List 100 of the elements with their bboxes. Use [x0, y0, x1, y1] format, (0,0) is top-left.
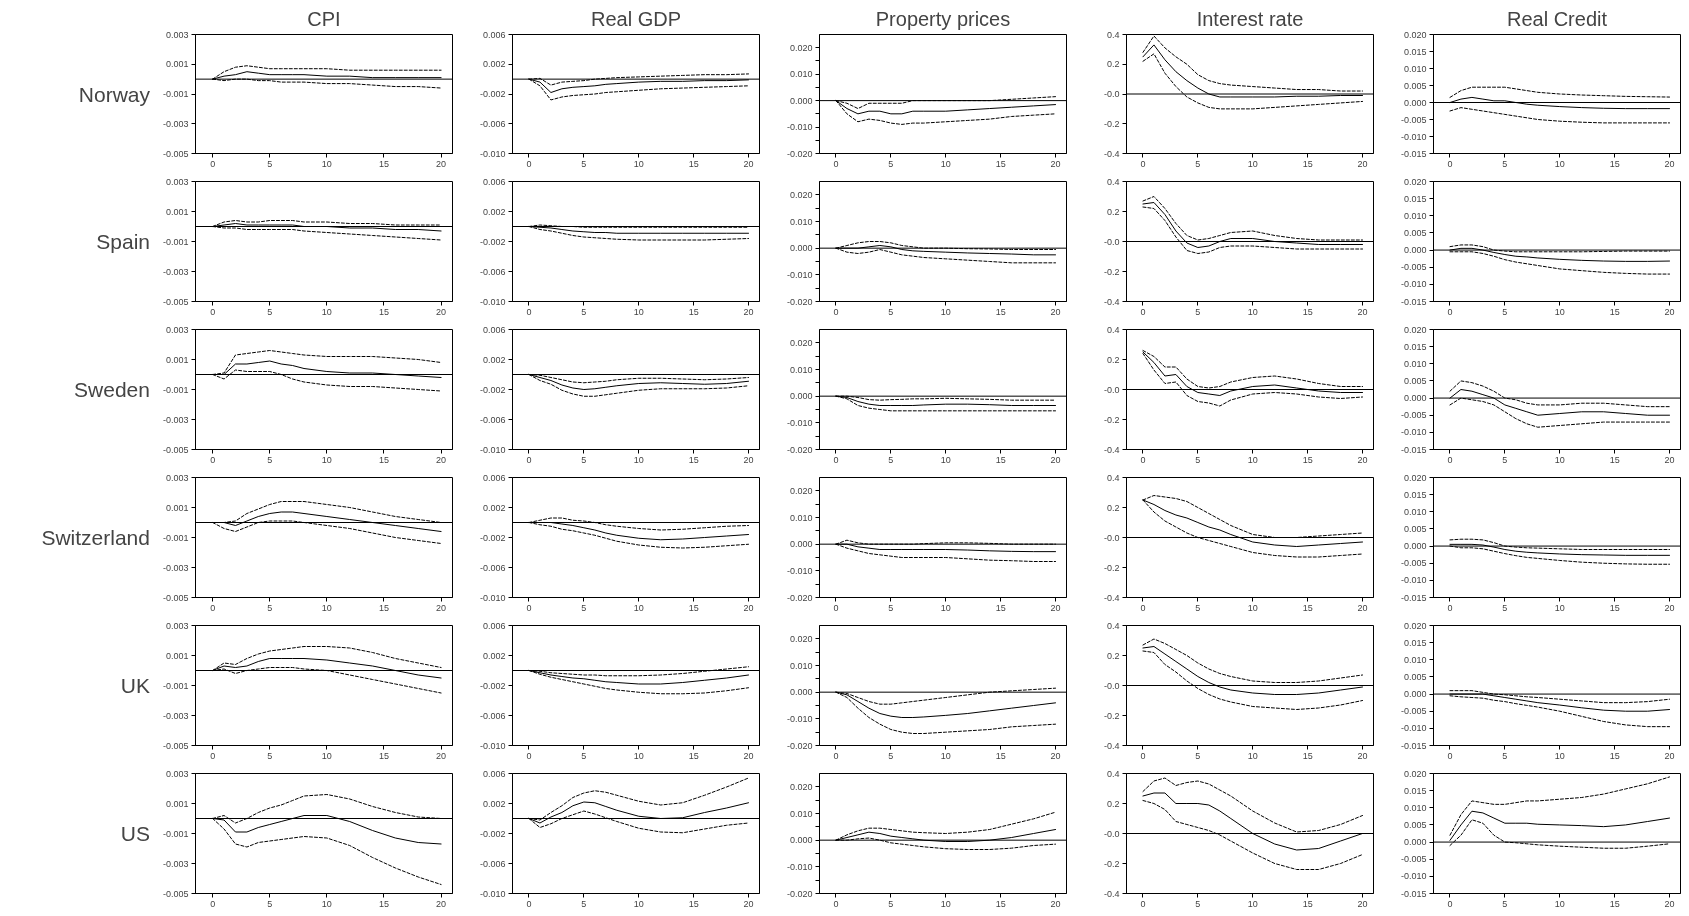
y-tick-label: -0.002 — [479, 236, 506, 247]
y-tick-label: -0.005 — [1400, 410, 1427, 421]
x-tick-label: 10 — [321, 306, 332, 317]
x-tick-label: 15 — [1302, 898, 1313, 909]
y-tick-label: 0.015 — [1403, 341, 1427, 352]
x-tick-label: 20 — [1357, 306, 1368, 317]
x-tick-label: 0 — [526, 158, 532, 169]
y-tick-label: 0.003 — [165, 768, 189, 779]
x-tick-label: 0 — [1447, 898, 1453, 909]
y-tick-label: 0.010 — [1403, 802, 1427, 813]
x-tick-label: 5 — [1195, 306, 1201, 317]
y-tick-label: 0.2 — [1106, 798, 1120, 809]
y-tick-label: -0.010 — [786, 713, 813, 724]
x-tick-label: 20 — [743, 306, 754, 317]
x-tick-label: 20 — [436, 898, 447, 909]
x-tick-label: 20 — [436, 454, 447, 465]
x-tick-label: 10 — [633, 158, 644, 169]
y-tick-label: 0.015 — [1403, 785, 1427, 796]
x-tick-label: 0 — [1140, 750, 1146, 761]
x-tick-label: 15 — [1302, 750, 1313, 761]
x-tick-label: 10 — [1554, 306, 1565, 317]
y-tick-label: -0.005 — [162, 888, 189, 899]
y-tick-label: -0.002 — [479, 680, 506, 691]
y-tick-label: 0.015 — [1403, 46, 1427, 57]
y-tick-label: 0.006 — [482, 176, 506, 187]
y-tick-label: -0.4 — [1103, 592, 1120, 603]
y-tick-label: 0.010 — [789, 69, 813, 80]
x-tick-label: 5 — [581, 750, 587, 761]
x-tick-label: 5 — [267, 306, 273, 317]
y-tick-label: 0.000 — [789, 243, 813, 254]
y-tick-label: 0.003 — [165, 620, 189, 631]
x-tick-label: 15 — [688, 454, 699, 465]
x-tick-label: 0 — [833, 306, 839, 317]
y-tick-label: 0.005 — [1403, 819, 1427, 830]
y-tick-label: -0.015 — [1400, 592, 1427, 603]
x-tick-label: 5 — [1502, 602, 1508, 613]
y-tick-label: 0.001 — [165, 798, 189, 809]
y-tick-label: 0.010 — [1403, 506, 1427, 517]
y-tick-label: -0.020 — [786, 740, 813, 751]
y-tick-label: -0.010 — [479, 444, 506, 455]
y-tick-label: 0.003 — [165, 176, 189, 187]
y-tick-label: -0.006 — [479, 710, 506, 721]
x-tick-label: 5 — [581, 306, 587, 317]
y-tick-label: 0.015 — [1403, 193, 1427, 204]
x-tick-label: 10 — [321, 158, 332, 169]
y-tick-label: 0.006 — [482, 29, 506, 40]
y-tick-label: -0.002 — [479, 828, 506, 839]
y-tick-label: -0.0 — [1103, 680, 1120, 691]
y-tick-label: -0.2 — [1103, 710, 1120, 721]
y-tick-label: -0.2 — [1103, 118, 1120, 129]
x-tick-label: 5 — [581, 158, 587, 169]
chart-title: Property prices — [875, 7, 1011, 30]
x-tick-label: 0 — [210, 602, 216, 613]
y-axis-title: UK — [120, 674, 150, 697]
x-tick-label: 10 — [1554, 602, 1565, 613]
x-tick-label: 20 — [1050, 306, 1061, 317]
x-tick-label: 5 — [888, 158, 894, 169]
y-tick-label: 0.2 — [1106, 59, 1120, 70]
y-tick-label: 0.4 — [1106, 768, 1120, 779]
x-tick-label: 10 — [940, 158, 951, 169]
x-tick-label: 20 — [1357, 750, 1368, 761]
y-tick-label: 0.4 — [1106, 29, 1120, 40]
x-tick-label: 15 — [688, 158, 699, 169]
y-tick-label: -0.010 — [1400, 279, 1427, 290]
y-tick-label: -0.4 — [1103, 148, 1120, 159]
y-tick-label: -0.006 — [479, 562, 506, 573]
x-tick-label: 15 — [1609, 750, 1620, 761]
y-tick-label: 0.002 — [482, 798, 506, 809]
y-tick-label: 0.005 — [1403, 80, 1427, 91]
x-tick-label: 10 — [633, 454, 644, 465]
x-tick-label: 5 — [1195, 750, 1201, 761]
y-tick-label: 0.2 — [1106, 354, 1120, 365]
y-tick-label: -0.2 — [1103, 414, 1120, 425]
y-tick-label: 0.000 — [1403, 837, 1427, 848]
x-tick-label: 0 — [833, 898, 839, 909]
y-tick-label: 0.006 — [482, 324, 506, 335]
x-tick-label: 5 — [888, 898, 894, 909]
x-tick-label: 5 — [267, 454, 273, 465]
chart-title: CPI — [307, 7, 341, 30]
x-tick-label: 0 — [1140, 898, 1146, 909]
x-tick-label: 0 — [833, 454, 839, 465]
x-tick-label: 5 — [1502, 750, 1508, 761]
y-tick-label: -0.0 — [1103, 384, 1120, 395]
y-tick-label: 0.010 — [789, 512, 813, 523]
x-tick-label: 15 — [995, 454, 1006, 465]
y-tick-label: 0.4 — [1106, 324, 1120, 335]
y-tick-label: -0.005 — [162, 296, 189, 307]
y-tick-label: -0.002 — [479, 89, 506, 99]
y-tick-label: -0.015 — [1400, 296, 1427, 307]
y-tick-label: 0.010 — [789, 364, 813, 375]
y-tick-label: 0.000 — [789, 835, 813, 846]
y-tick-label: -0.015 — [1400, 148, 1427, 159]
x-tick-label: 0 — [1447, 602, 1453, 613]
x-tick-label: 15 — [378, 454, 389, 465]
x-tick-label: 15 — [1302, 306, 1313, 317]
y-tick-label: 0.003 — [165, 472, 189, 483]
x-tick-label: 5 — [1195, 454, 1201, 465]
x-tick-label: 10 — [321, 898, 332, 909]
y-tick-label: 0.001 — [165, 354, 189, 365]
y-tick-label: -0.005 — [162, 592, 189, 603]
